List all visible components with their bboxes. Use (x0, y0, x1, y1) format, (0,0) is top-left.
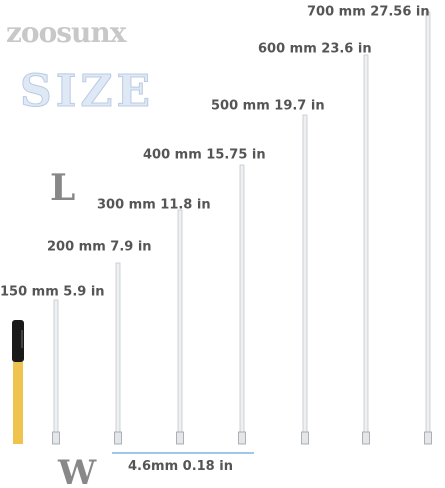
tie-head (114, 431, 122, 445)
size-label: 300 mm 11.8 in (97, 198, 211, 213)
width-label: W (57, 453, 97, 488)
tie (115, 262, 121, 441)
size-label: 700 mm 27.56 in (307, 5, 430, 20)
tie (177, 209, 183, 441)
tie-head (238, 431, 246, 445)
size-label: 500 mm 19.7 in (211, 99, 325, 114)
pen (12, 320, 24, 444)
tie-head (52, 431, 60, 445)
tie-head (301, 431, 309, 445)
tie (53, 299, 59, 441)
size-label: 600 mm 23.6 in (258, 42, 372, 57)
size-label: 400 mm 15.75 in (143, 148, 266, 163)
tie (302, 114, 308, 441)
width-text: 4.6mm 0.18 in (128, 459, 233, 474)
tie (239, 164, 245, 441)
tie (363, 54, 369, 441)
size-label: 200 mm 7.9 in (47, 240, 152, 255)
brand: zoosunx (6, 16, 127, 49)
length-label: L (50, 167, 75, 209)
tie-head (362, 431, 370, 445)
tie-head (424, 431, 432, 445)
heading: SIZE (20, 66, 154, 117)
tie (425, 11, 431, 441)
size-label: 150 mm 5.9 in (0, 285, 105, 300)
tie-head (176, 431, 184, 445)
